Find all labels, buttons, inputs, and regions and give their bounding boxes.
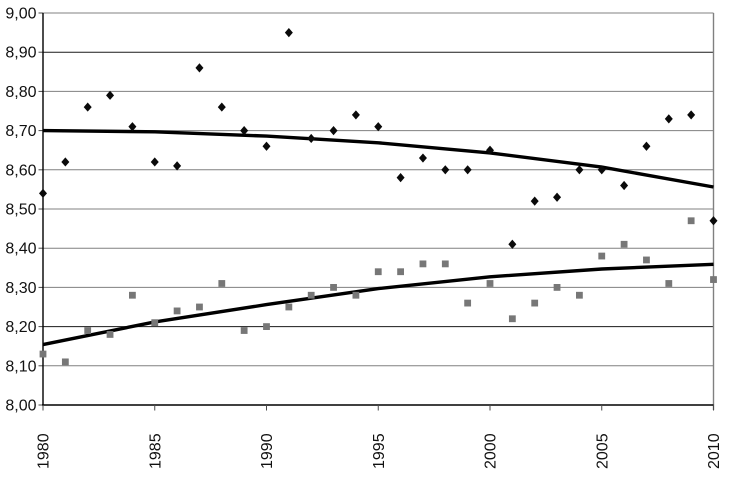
data-point-diamond: [396, 173, 405, 183]
data-point-square: [374, 268, 382, 276]
data-point-diamond: [508, 239, 517, 249]
data-point-diamond: [441, 165, 450, 175]
data-point-square: [39, 350, 47, 358]
data-point-square: [486, 280, 494, 287]
data-point-square: [240, 327, 248, 334]
data-point-diamond: [597, 165, 606, 175]
data-point-square: [441, 260, 449, 268]
data-point-square: [106, 331, 114, 338]
y-tick-label: 8,50: [5, 202, 36, 219]
data-point-square: [307, 291, 315, 299]
data-point-diamond: [575, 165, 584, 175]
trendline-diamond-series: [42, 128, 714, 189]
data-point-diamond: [217, 102, 226, 112]
y-tick-label: 8,00: [5, 398, 36, 415]
data-point-diamond: [195, 63, 204, 73]
data-point-diamond: [307, 133, 316, 144]
x-tick-label: 2000: [483, 433, 500, 469]
x-tick-label-group: 1995: [371, 433, 388, 469]
data-point-diamond: [329, 126, 338, 136]
data-point-square: [196, 303, 203, 311]
x-tick-label: 1995: [371, 433, 388, 469]
data-point-diamond: [128, 122, 137, 132]
data-point-diamond: [61, 157, 70, 167]
data-point-diamond: [39, 188, 47, 198]
trendline-square-series: [42, 262, 714, 347]
y-tick-label: 8,40: [5, 241, 36, 258]
data-point-diamond: [486, 145, 494, 155]
x-tick-label: 1980: [36, 433, 53, 469]
data-point-square: [620, 240, 628, 248]
data-point-diamond: [240, 126, 249, 136]
data-point-square: [173, 307, 181, 315]
data-point-square: [397, 268, 404, 276]
x-tick-label-group: 2005: [594, 433, 611, 469]
x-tick-label-group: 2010: [706, 433, 723, 469]
x-tick-label-group: 1990: [259, 433, 276, 469]
data-point-square: [576, 291, 583, 299]
data-point-diamond: [642, 141, 651, 151]
y-tick-label: 8,90: [5, 45, 36, 62]
data-point-diamond: [351, 110, 360, 120]
data-point-square: [643, 256, 650, 264]
data-point-square: [419, 260, 427, 268]
data-point-diamond: [150, 157, 159, 167]
data-point-square: [464, 299, 472, 307]
x-tick-label: 1990: [259, 433, 276, 469]
y-tick-label: 8,70: [5, 123, 36, 140]
data-point-square: [710, 276, 717, 283]
y-tick-label: 8,80: [5, 84, 36, 101]
x-tick-label-group: 2000: [483, 433, 500, 469]
data-point-square: [508, 315, 516, 323]
data-point-square: [687, 217, 695, 225]
y-tick-label: 8,10: [5, 358, 36, 375]
data-point-diamond: [284, 28, 293, 38]
data-point-diamond: [530, 196, 539, 206]
data-point-square: [330, 284, 337, 291]
data-point-square: [531, 299, 539, 307]
data-point-square: [263, 323, 270, 330]
data-point-square: [61, 358, 69, 366]
x-tick-label: 1985: [147, 433, 164, 469]
x-tick-label-group: 1980: [36, 433, 53, 469]
data-point-square: [665, 280, 673, 287]
data-point-diamond: [83, 102, 92, 112]
y-tick-label: 9,00: [5, 6, 36, 23]
data-point-diamond: [418, 153, 427, 163]
data-point-diamond: [687, 110, 696, 120]
y-tick-label: 8,60: [5, 162, 36, 179]
data-point-diamond: [106, 90, 115, 100]
y-tick-label: 8,30: [5, 280, 36, 297]
data-point-diamond: [262, 141, 271, 151]
data-point-square: [151, 319, 159, 327]
data-point-diamond: [463, 165, 472, 175]
data-point-diamond: [709, 216, 718, 226]
data-point-square: [598, 252, 606, 260]
data-point-square: [84, 327, 92, 334]
x-tick-label: 2005: [594, 433, 611, 469]
data-point-square: [129, 291, 136, 299]
data-point-diamond: [553, 192, 562, 202]
data-point-diamond: [374, 122, 383, 132]
data-point-square: [218, 280, 226, 287]
data-point-square: [285, 303, 293, 311]
data-point-square: [352, 291, 360, 299]
x-tick-label: 2010: [706, 433, 723, 469]
x-tick-label-group: 1985: [147, 433, 164, 469]
data-point-diamond: [664, 114, 673, 124]
data-point-diamond: [173, 161, 182, 171]
data-point-square: [553, 284, 561, 291]
y-tick-label: 8,20: [5, 319, 36, 336]
data-point-diamond: [620, 180, 629, 191]
